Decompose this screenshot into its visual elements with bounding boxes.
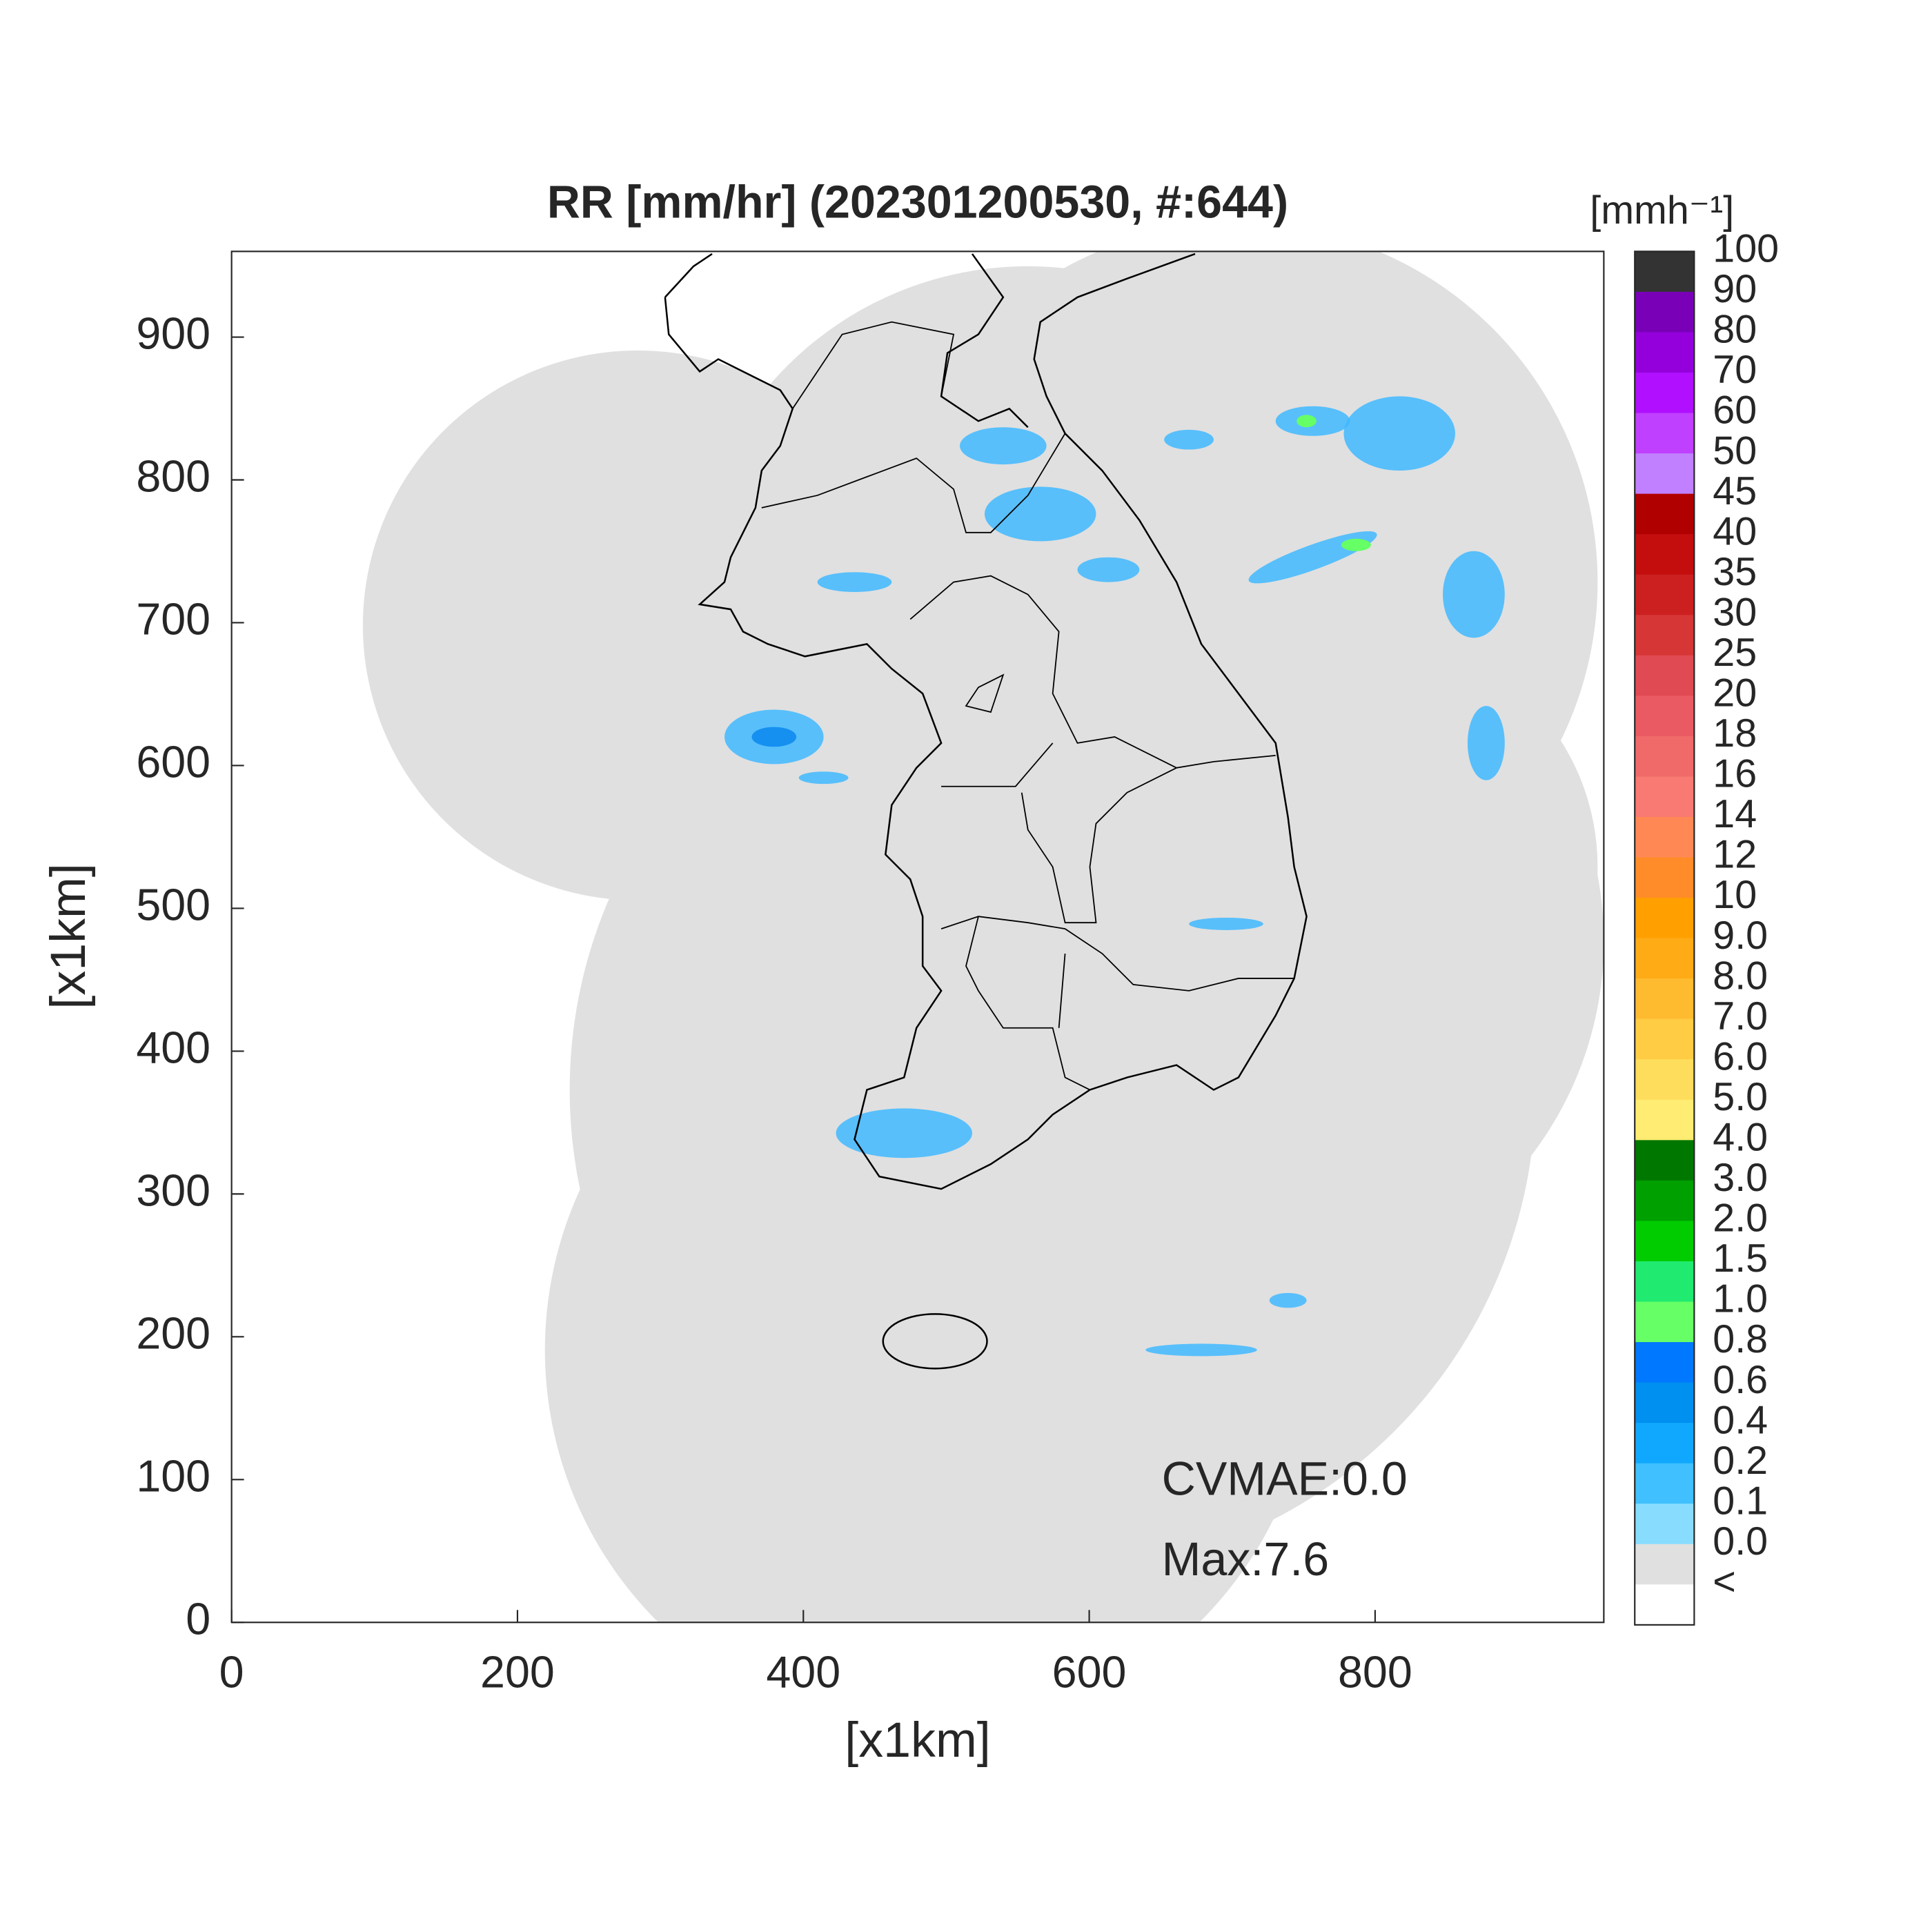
colorbar-segment bbox=[1635, 978, 1695, 1020]
colorbar-label: 4.0 bbox=[1713, 1116, 1768, 1160]
colorbar-label: 80 bbox=[1713, 308, 1757, 352]
colorbar-label: 35 bbox=[1713, 550, 1757, 594]
colorbar-label: 25 bbox=[1713, 631, 1757, 675]
y-tick-label: 100 bbox=[136, 1451, 210, 1501]
colorbar-label: 0.1 bbox=[1713, 1479, 1768, 1523]
colorbar-segment bbox=[1635, 816, 1695, 858]
colorbar-segment bbox=[1635, 1463, 1695, 1505]
colorbar-label: 14 bbox=[1713, 792, 1757, 836]
colorbar-segment bbox=[1635, 857, 1695, 898]
x-tick-label: 200 bbox=[480, 1648, 555, 1697]
colorbar-segment bbox=[1635, 898, 1695, 939]
y-tick-label: 200 bbox=[136, 1308, 210, 1358]
colorbar-segment bbox=[1635, 1584, 1695, 1626]
colorbar-segment bbox=[1635, 332, 1695, 373]
colorbar-label: 0.4 bbox=[1713, 1398, 1768, 1442]
colorbar-label: 9.0 bbox=[1713, 914, 1768, 958]
colorbar-label: 8.0 bbox=[1713, 954, 1768, 998]
colorbar-label: 100 bbox=[1713, 227, 1779, 271]
colorbar-title: [mmh⁻¹] bbox=[1590, 188, 1734, 233]
colorbar-label: 70 bbox=[1713, 348, 1757, 392]
colorbar-label: 18 bbox=[1713, 711, 1757, 756]
colorbar-segment bbox=[1635, 1544, 1695, 1586]
colorbar-segment bbox=[1635, 776, 1695, 818]
colorbar-label: 7.0 bbox=[1713, 994, 1768, 1038]
colorbar-label: 60 bbox=[1713, 388, 1757, 433]
colorbar-segment bbox=[1635, 1382, 1695, 1424]
colorbar-label: 10 bbox=[1713, 873, 1757, 917]
colorbar-label: 20 bbox=[1713, 671, 1757, 716]
y-tick-label: 800 bbox=[136, 452, 210, 502]
colorbar-label: 1.0 bbox=[1713, 1277, 1768, 1321]
colorbar-segment bbox=[1635, 696, 1695, 737]
colorbar-label: 12 bbox=[1713, 833, 1757, 877]
colorbar-label: 3.0 bbox=[1713, 1156, 1768, 1200]
colorbar-segment bbox=[1635, 493, 1695, 535]
colorbar-label: 6.0 bbox=[1713, 1034, 1768, 1078]
colorbar-segment bbox=[1635, 413, 1695, 454]
colorbar-label: 16 bbox=[1713, 752, 1757, 796]
colorbar-segment bbox=[1635, 655, 1695, 697]
y-tick-label: 500 bbox=[136, 880, 210, 929]
axes-box bbox=[230, 250, 1605, 1624]
rain-echoes bbox=[724, 396, 1505, 1357]
colorbar-segment bbox=[1635, 1180, 1695, 1222]
colorbar-segment bbox=[1635, 534, 1695, 575]
y-tick-label: 900 bbox=[136, 309, 210, 359]
y-tick-label: 400 bbox=[136, 1023, 210, 1072]
colorbar-segment bbox=[1635, 372, 1695, 414]
y-axis-label: [x1km] bbox=[41, 863, 96, 1009]
colorbar-segment bbox=[1635, 251, 1695, 293]
colorbar-segment bbox=[1635, 615, 1695, 656]
colorbar-segment bbox=[1635, 1059, 1695, 1101]
colorbar-segment bbox=[1635, 1342, 1695, 1383]
colorbar-label: 50 bbox=[1713, 428, 1757, 473]
colorbar-segment bbox=[1635, 453, 1695, 495]
x-tick-label: 800 bbox=[1338, 1648, 1412, 1697]
colorbar-label: 2.0 bbox=[1713, 1196, 1768, 1241]
colorbar-segment bbox=[1635, 938, 1695, 980]
y-tick-label: 600 bbox=[136, 738, 210, 787]
colorbar-segment bbox=[1635, 1301, 1695, 1343]
colorbar-label: 5.0 bbox=[1713, 1075, 1768, 1119]
colorbar-label: 0.0 bbox=[1713, 1519, 1768, 1564]
colorbar-segment bbox=[1635, 1504, 1695, 1545]
x-tick-label: 0 bbox=[219, 1648, 244, 1697]
colorbar-frame bbox=[1634, 250, 1695, 1626]
colorbar-label: 0.2 bbox=[1713, 1439, 1768, 1483]
x-axis-label: [x1km] bbox=[845, 1713, 990, 1768]
annotation: Max:7.6 bbox=[1162, 1533, 1330, 1586]
colorbar-segment bbox=[1635, 1140, 1695, 1181]
colorbar-label: 0.6 bbox=[1713, 1358, 1768, 1402]
colorbar-segment bbox=[1635, 291, 1695, 333]
colorbar-segment bbox=[1635, 574, 1695, 616]
colorbar-label: 90 bbox=[1713, 267, 1757, 311]
coastline bbox=[664, 253, 1308, 1370]
x-tick-label: 600 bbox=[1052, 1648, 1127, 1697]
colorbar-segment bbox=[1635, 1099, 1695, 1141]
annotation: CVMAE:0.0 bbox=[1162, 1452, 1408, 1505]
y-tick-label: 0 bbox=[186, 1594, 210, 1644]
colorbar-segment bbox=[1635, 1221, 1695, 1262]
chart-title: RR [mm/hr] (202301200530, #:644) bbox=[547, 177, 1288, 228]
colorbar-segment bbox=[1635, 1423, 1695, 1464]
coverage bbox=[362, 251, 1604, 1623]
colorbar-segment bbox=[1635, 736, 1695, 778]
colorbar-label: 1.5 bbox=[1713, 1236, 1768, 1281]
x-tick-label: 400 bbox=[766, 1648, 840, 1697]
colorbar-label: 40 bbox=[1713, 509, 1757, 553]
colorbar-label: 0.8 bbox=[1713, 1317, 1768, 1361]
y-tick-label: 700 bbox=[136, 595, 210, 644]
colorbar-label: 45 bbox=[1713, 469, 1757, 513]
colorbar-segment bbox=[1635, 1018, 1695, 1061]
y-tick-label: 300 bbox=[136, 1165, 210, 1215]
colorbar-segment bbox=[1635, 1261, 1695, 1303]
colorbar-label: 30 bbox=[1713, 590, 1757, 634]
colorbar-label: < bbox=[1713, 1559, 1736, 1604]
